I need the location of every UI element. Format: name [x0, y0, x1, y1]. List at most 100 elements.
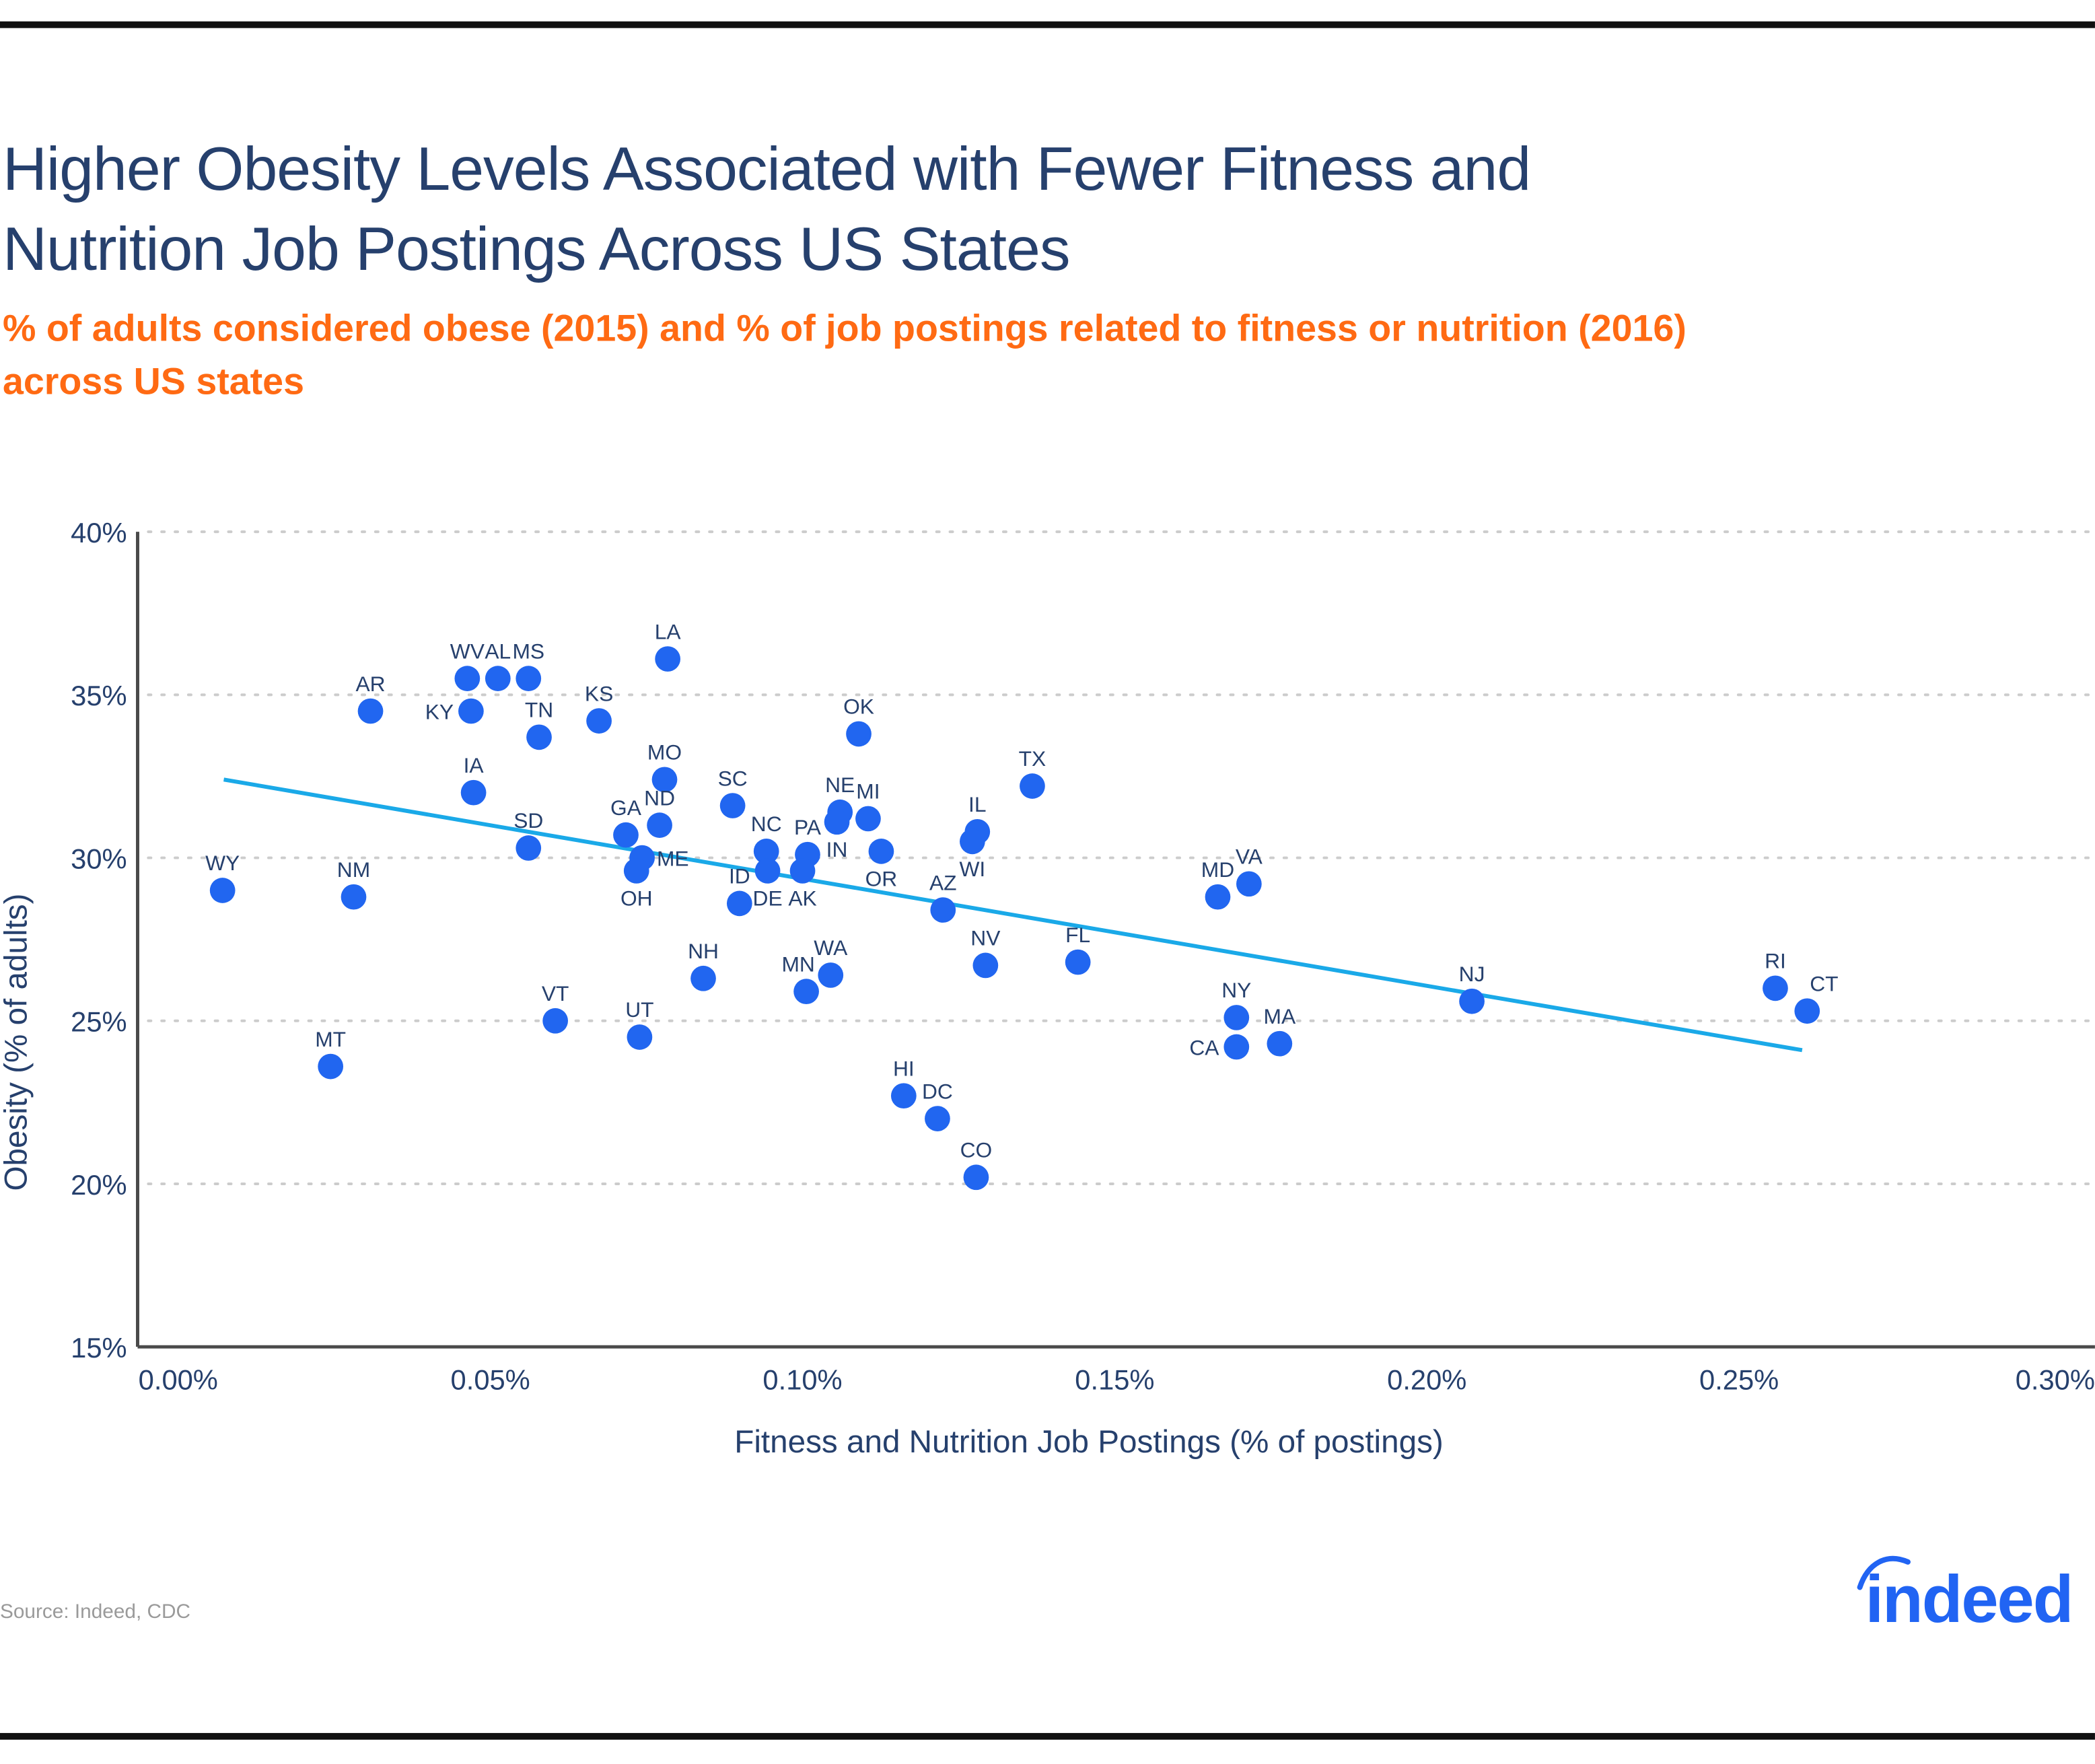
- data-point-al: [485, 666, 511, 691]
- data-point-sc: [719, 793, 746, 818]
- data-label: CO: [960, 1138, 993, 1162]
- data-point-nv: [972, 952, 999, 979]
- trend-line: [223, 777, 1803, 1053]
- data-label: DE: [753, 886, 783, 911]
- y-tick-label: 35%: [71, 680, 127, 711]
- data-point-ar: [357, 698, 384, 724]
- data-label: MN: [781, 952, 814, 976]
- data-point-wy: [209, 878, 236, 903]
- data-point-ca: [1223, 1034, 1250, 1060]
- data-label: VA: [1236, 845, 1263, 869]
- data-label: AZ: [929, 870, 957, 894]
- data-label: MA: [1264, 1004, 1296, 1028]
- y-axis-label: Obesity (% of adults): [0, 894, 34, 1191]
- data-point-la: [655, 646, 680, 672]
- data-label: UT: [625, 997, 653, 1022]
- data-label: NM: [337, 857, 370, 882]
- x-axis-label: Fitness and Nutrition Job Postings (% of…: [734, 1424, 1444, 1460]
- data-point-ms: [516, 666, 542, 691]
- data-label: HI: [893, 1056, 915, 1080]
- x-tick-label: 0.25%: [1699, 1364, 1779, 1396]
- y-tick-label: 20%: [71, 1169, 127, 1201]
- scatter-chart: 15% 20% 25% 30% 35% 40% 0.00% 0.05% 0.10% 0.15% 0.…: [0, 517, 2095, 1460]
- data-point-mt: [318, 1053, 344, 1080]
- data-label: MT: [315, 1027, 346, 1051]
- chart-title: Higher Obesity Levels Associated with Fe…: [2, 133, 1531, 283]
- data-point-id: [726, 890, 752, 917]
- data-point-az: [930, 897, 956, 923]
- data-label: OK: [843, 695, 874, 719]
- data-label: IL: [968, 792, 986, 816]
- x-tick-label: 0.30%: [2016, 1364, 2095, 1396]
- data-label: TN: [525, 698, 553, 722]
- data-point-vt: [542, 1008, 569, 1034]
- x-tick-label: 0.20%: [1387, 1364, 1466, 1396]
- data-label: LA: [655, 619, 682, 643]
- data-label: MD: [1201, 857, 1234, 882]
- data-label: MS: [512, 639, 544, 663]
- data-point-dc: [925, 1106, 950, 1131]
- data-label: WY: [205, 851, 240, 875]
- data-point-de: [754, 858, 781, 884]
- x-tick-label: 0.05%: [451, 1364, 530, 1396]
- data-label: PA: [794, 815, 822, 839]
- data-label: RI: [1765, 949, 1786, 973]
- data-label: OH: [620, 886, 653, 911]
- data-point-ri: [1763, 975, 1788, 1001]
- data-label: MI: [856, 779, 880, 804]
- data-label: ND: [644, 785, 675, 810]
- data-point-ok: [846, 721, 872, 747]
- data-point-mn: [793, 979, 819, 1005]
- data-label: WV: [450, 639, 485, 663]
- data-point-nh: [690, 965, 716, 991]
- data-point-wi: [960, 828, 985, 855]
- data-label: CA: [1189, 1035, 1219, 1059]
- data-label: TX: [1019, 746, 1046, 771]
- x-tick-label: 0.10%: [762, 1364, 842, 1396]
- data-point-oh: [623, 858, 649, 884]
- data-point-fl: [1065, 949, 1091, 975]
- data-label: WI: [959, 857, 985, 881]
- data-point-ak: [789, 858, 816, 884]
- data-label: CT: [1810, 971, 1838, 995]
- data-label: FL: [1065, 923, 1090, 947]
- data-point-ut: [627, 1024, 653, 1050]
- data-label: AL: [485, 639, 511, 663]
- data-point-mo: [651, 767, 678, 793]
- indeed-logo: indeed: [1857, 1555, 2073, 1633]
- x-tick-label: 0.15%: [1075, 1364, 1154, 1396]
- chart-subtitle: % of adults considered obese (2015) and …: [2, 307, 1686, 402]
- data-label: MO: [647, 740, 682, 765]
- bottom-rule: [0, 1732, 2095, 1740]
- source-note: Source: Indeed, CDC: [0, 1600, 191, 1624]
- data-label: GA: [610, 796, 642, 820]
- top-rule: [0, 21, 2095, 28]
- data-label: VT: [542, 981, 569, 1006]
- svg-text:indeed: indeed: [1865, 1562, 2072, 1633]
- data-label: AR: [355, 672, 385, 696]
- data-point-hi: [890, 1083, 917, 1109]
- data-label: NH: [688, 939, 719, 963]
- data-point-nc: [753, 839, 779, 864]
- data-label: NC: [751, 812, 782, 836]
- y-tick-label: 30%: [71, 843, 127, 874]
- data-point-in: [824, 809, 850, 835]
- data-point-tn: [526, 724, 552, 750]
- y-tick-label: 15%: [71, 1332, 127, 1364]
- data-point-ks: [586, 708, 612, 734]
- y-tick-label: 40%: [71, 517, 127, 549]
- data-label: AK: [788, 886, 816, 911]
- data-label: KS: [585, 681, 613, 705]
- data-point-va: [1236, 871, 1262, 897]
- data-label: ME: [657, 846, 689, 870]
- data-label: SC: [718, 766, 748, 790]
- data-point-tx: [1020, 773, 1045, 799]
- data-point-sd: [516, 835, 542, 861]
- data-label: OR: [865, 866, 898, 890]
- data-label: ID: [729, 864, 750, 888]
- data-point-md: [1205, 884, 1231, 910]
- data-label: SD: [513, 808, 543, 833]
- data-label: NE: [825, 773, 855, 797]
- y-tick-label: 25%: [71, 1006, 127, 1038]
